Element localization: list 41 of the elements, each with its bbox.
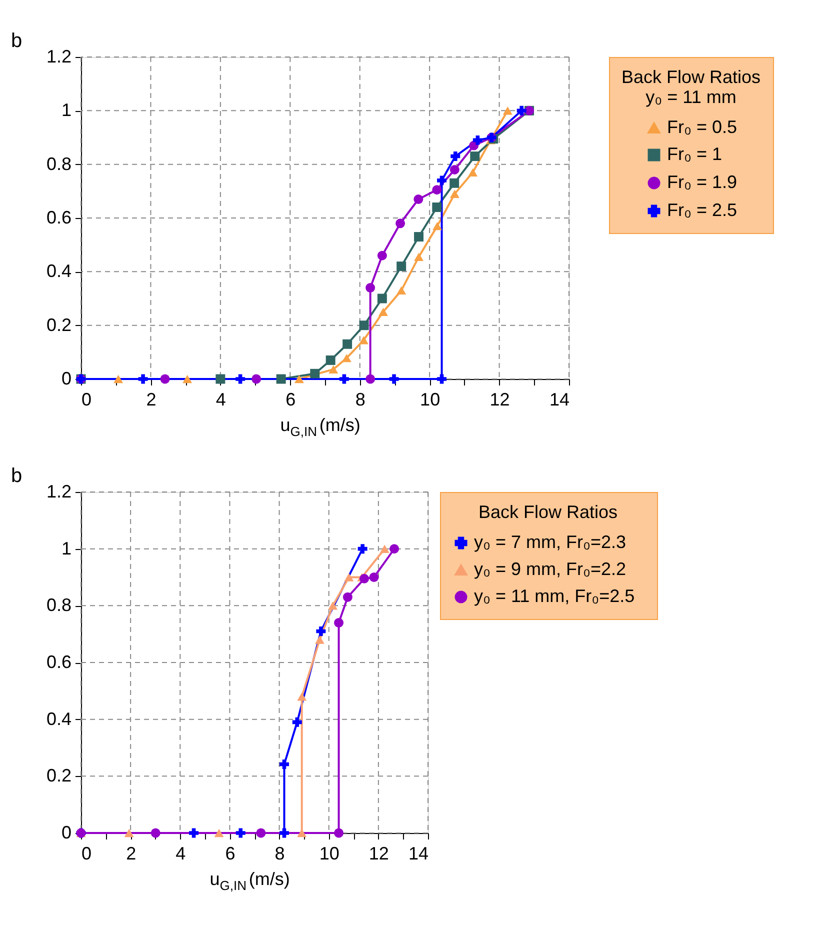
y-tick-label: 1 (61, 100, 72, 120)
y-tick-label: 0.8 (46, 595, 72, 616)
legend-title: Back Flow Ratios (478, 502, 618, 522)
x-tick-label: 6 (286, 390, 296, 410)
x-tick-label: 14 (408, 844, 428, 864)
y-tick-label: 1.2 (46, 46, 72, 66)
x-tick-label: 12 (490, 390, 510, 410)
legend-label: Fr₀ = 1.9 (667, 172, 737, 192)
legend-title: Back Flow Ratios y₀ = 11 mm (621, 67, 761, 107)
y-tick-label: 1.2 (46, 482, 72, 502)
x-tick-label: 4 (216, 390, 226, 410)
x-tick-label: 10 (319, 844, 340, 864)
legend-label: y₀ = 9 mm, Fr₀=2.2 (474, 559, 626, 579)
text: b (11, 30, 22, 52)
y-tick-label: 0.4 (46, 261, 72, 282)
legend-label: y₀ = 7 mm, Fr₀=2.3 (474, 532, 626, 552)
text: b (11, 465, 22, 487)
x-tick-label: 4 (176, 844, 186, 864)
legend-label: Fr₀ = 0.5 (667, 117, 737, 137)
y-tick-label: 0.6 (46, 652, 72, 672)
y-tick-label: 0.8 (46, 154, 72, 174)
legend-label: Fr₀ = 1 (667, 144, 722, 164)
x-tick-label: 8 (274, 844, 285, 864)
y-tick-label: 1 (61, 538, 72, 558)
y-tick-label: 0.6 (46, 208, 72, 228)
y-tick-label: 0.4 (46, 708, 72, 729)
x-tick-label: 6 (225, 844, 236, 864)
y-tick-label: 0.2 (46, 766, 72, 786)
y-tick-label: 0.2 (46, 314, 72, 335)
x-tick-label: 14 (549, 390, 570, 410)
y-tick-label: 0 (61, 822, 72, 842)
x-tick-label: 2 (126, 844, 136, 864)
x-tick-label: 10 (420, 390, 440, 410)
x-tick-label: 0 (82, 390, 92, 410)
legend-label: Fr₀ = 2.5 (667, 200, 737, 220)
x-tick-label: 2 (146, 390, 156, 410)
y-tick-label: 0 (61, 368, 72, 388)
x-tick-label: 0 (82, 844, 92, 864)
x-tick-label: 12 (368, 844, 389, 864)
x-tick-label: 8 (355, 390, 366, 410)
legend-label: y₀ = 11 mm, Fr₀=2.5 (474, 586, 635, 606)
